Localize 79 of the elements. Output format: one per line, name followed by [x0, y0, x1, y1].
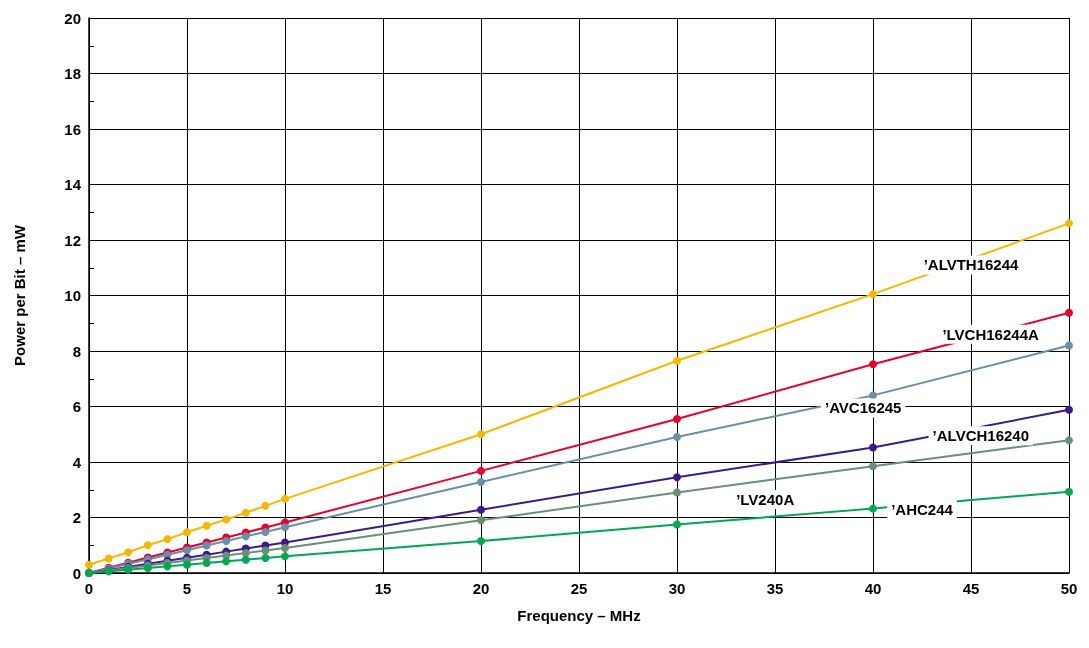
y-tick-label: 18 — [64, 65, 81, 82]
point — [1065, 436, 1073, 445]
point — [281, 494, 289, 503]
point — [477, 466, 485, 475]
point — [477, 477, 485, 486]
y-tick-label: 8 — [72, 342, 81, 360]
point — [281, 544, 289, 553]
point — [477, 516, 485, 525]
x-tick-label: 5 — [182, 580, 192, 597]
point — [222, 515, 231, 524]
point — [104, 554, 113, 563]
x-tick-label: 35 — [766, 580, 784, 597]
point — [261, 501, 270, 510]
point — [673, 433, 681, 442]
point — [477, 537, 485, 546]
point — [869, 290, 877, 299]
point — [477, 430, 485, 439]
point — [261, 554, 270, 563]
point — [1065, 487, 1073, 496]
point — [1065, 341, 1073, 350]
point — [673, 473, 681, 482]
point — [202, 559, 211, 568]
point — [1065, 308, 1073, 317]
x-axis-title: Frequency – MHz — [517, 607, 641, 624]
series-label: ’LVCH16244A — [942, 325, 1039, 343]
point — [673, 414, 681, 423]
series-label: ’AHC244 — [891, 500, 954, 518]
point — [261, 546, 270, 555]
point — [869, 504, 877, 513]
point — [281, 552, 289, 561]
point — [673, 488, 681, 497]
x-tick-label: 0 — [84, 580, 94, 597]
point — [183, 560, 191, 569]
point — [673, 520, 681, 529]
y-tick-label: 2 — [72, 509, 81, 526]
point — [241, 532, 250, 541]
y-tick-label: 12 — [64, 231, 81, 249]
x-tick-label: 25 — [570, 580, 588, 597]
point — [869, 443, 877, 452]
x-tick-label: 10 — [276, 580, 294, 597]
y-axis-title: Power per Bit – mW — [11, 224, 28, 366]
point — [85, 560, 93, 569]
point — [673, 356, 681, 365]
point — [124, 548, 133, 557]
x-tick-label: 40 — [864, 580, 882, 597]
point — [241, 555, 250, 564]
y-tick-label: 16 — [64, 120, 81, 138]
point — [241, 508, 250, 517]
x-tick-label: 15 — [374, 580, 392, 597]
y-tick-label: 20 — [64, 9, 81, 27]
point — [222, 537, 231, 546]
point — [222, 557, 231, 566]
series-label: ’AVC16245 — [824, 399, 902, 417]
x-tick-label: 30 — [668, 580, 686, 597]
point — [869, 462, 877, 471]
point — [183, 528, 191, 537]
y-tick-label: 6 — [72, 398, 81, 415]
point — [869, 391, 877, 400]
series-label: ’ALVCH16240 — [932, 427, 1030, 445]
point — [477, 505, 485, 514]
x-tick-label: 20 — [472, 580, 490, 597]
point — [1065, 219, 1073, 228]
y-tick-label: 10 — [64, 287, 81, 304]
point — [1065, 405, 1073, 414]
y-tick-label: 14 — [64, 176, 82, 193]
point — [163, 562, 172, 571]
x-tick-label: 45 — [962, 580, 980, 597]
series-label: ’LV240A — [736, 490, 795, 508]
point — [202, 521, 211, 530]
y-tick-label: 4 — [72, 453, 82, 471]
point — [261, 527, 270, 536]
point — [869, 360, 877, 369]
series-label: ’ALVTH16244 — [923, 256, 1020, 274]
point — [281, 523, 289, 532]
point — [143, 541, 152, 550]
y-tick-label: 0 — [72, 564, 81, 582]
point — [163, 535, 172, 544]
point — [241, 549, 250, 558]
x-tick-label: 50 — [1060, 580, 1078, 597]
